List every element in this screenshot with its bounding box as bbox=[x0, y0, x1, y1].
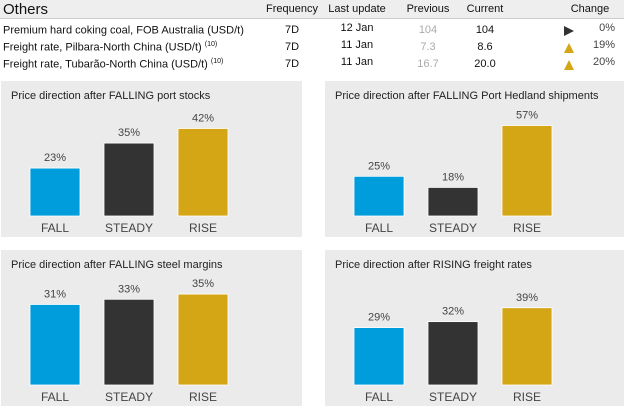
chart-title: Price direction after FALLING port stock… bbox=[11, 90, 211, 102]
category-label: RISE bbox=[513, 390, 541, 404]
row-frequency: 7D bbox=[284, 58, 300, 70]
data-label: 42% bbox=[192, 113, 214, 125]
row-name-text: Premium hard coking coal, FOB Australia … bbox=[3, 24, 244, 37]
category-label: FALL bbox=[41, 221, 69, 235]
row-note: (10) bbox=[210, 58, 224, 65]
bar-steady bbox=[427, 321, 479, 386]
row-change: 20% bbox=[592, 56, 615, 68]
data-label: 39% bbox=[516, 292, 538, 304]
header-last-update: Last update bbox=[328, 3, 386, 15]
row-current: 20.0 bbox=[474, 58, 496, 70]
row-change: 19% bbox=[592, 39, 615, 51]
bar-steady bbox=[103, 298, 155, 386]
row-note: (10) bbox=[204, 41, 218, 48]
row-name: Freight rate, Tubarão-North China (USD/t… bbox=[3, 58, 223, 71]
bar-chart: 23% FALL 35% STEADY 42% RISE bbox=[29, 113, 229, 235]
category-label: RISE bbox=[189, 390, 217, 404]
header-previous: Previous bbox=[406, 3, 450, 15]
row-name: Freight rate, Pilbara-North China (USD/t… bbox=[3, 41, 217, 54]
header-frequency: Frequency bbox=[266, 3, 318, 15]
category-label: STEADY bbox=[429, 221, 477, 235]
category-label: FALL bbox=[365, 221, 393, 235]
category-label: STEADY bbox=[105, 221, 153, 235]
row-previous: 7.3 bbox=[420, 41, 436, 53]
row-name-text: Freight rate, Tubarão-North China (USD/t… bbox=[3, 58, 208, 71]
row-change: 0% bbox=[599, 22, 615, 34]
row-current: 8.6 bbox=[477, 41, 493, 53]
bar-fall bbox=[29, 167, 81, 217]
row-last-update: 11 Jan bbox=[340, 56, 374, 68]
data-label: 18% bbox=[442, 171, 464, 183]
triangle-up-icon bbox=[564, 60, 574, 70]
table-header: Others Frequency Last update Previous Cu… bbox=[0, 0, 624, 19]
data-label: 32% bbox=[442, 306, 464, 318]
row-last-update: 12 Jan bbox=[340, 22, 374, 34]
data-label: 23% bbox=[44, 152, 66, 164]
table-row: Freight rate, Pilbara-North China (USD/t… bbox=[0, 39, 624, 56]
triangle-right-icon bbox=[564, 26, 574, 36]
data-label: 35% bbox=[118, 127, 140, 139]
data-label: 35% bbox=[192, 278, 214, 290]
chart-title: Price direction after FALLING steel marg… bbox=[11, 259, 223, 271]
category-label: STEADY bbox=[105, 390, 153, 404]
row-frequency: 7D bbox=[284, 41, 300, 53]
chart-panel: 25% FALL 18% STEADY 57% RISE Price direction a… bbox=[325, 81, 624, 237]
chart-title: Price direction after FALLING Port Hedla… bbox=[335, 90, 599, 102]
header-change: Change bbox=[570, 3, 610, 15]
data-label: 29% bbox=[368, 312, 390, 324]
row-current: 104 bbox=[475, 24, 495, 36]
chart-title: Price direction after RISING freight rat… bbox=[335, 259, 532, 271]
row-last-update: 11 Jan bbox=[340, 39, 374, 51]
bar-fall bbox=[353, 175, 405, 217]
bar-fall bbox=[353, 327, 405, 386]
row-frequency: 7D bbox=[284, 24, 300, 36]
bar-steady bbox=[427, 187, 479, 217]
table-title: Others bbox=[3, 1, 49, 18]
bar-rise bbox=[177, 293, 229, 386]
category-label: RISE bbox=[513, 221, 541, 235]
row-name-text: Freight rate, Pilbara-North China (USD/t… bbox=[3, 41, 202, 54]
bar-fall bbox=[29, 304, 81, 386]
header-current: Current bbox=[466, 3, 504, 15]
row-previous: 104 bbox=[418, 24, 438, 36]
bar-steady bbox=[103, 142, 155, 217]
category-label: RISE bbox=[189, 221, 217, 235]
data-label: 33% bbox=[118, 283, 140, 295]
bar-rise bbox=[177, 128, 229, 217]
chart-panel: 29% FALL 32% STEADY 39% RISE Price direction a… bbox=[325, 250, 624, 406]
bar-chart: 31% FALL 33% STEADY 35% RISE bbox=[29, 278, 229, 404]
row-previous: 16.7 bbox=[417, 58, 439, 70]
row-name: Premium hard coking coal, FOB Australia … bbox=[3, 24, 244, 37]
bar-chart: 25% FALL 18% STEADY 57% RISE bbox=[353, 110, 553, 235]
bar-chart: 29% FALL 32% STEADY 39% RISE bbox=[353, 292, 553, 404]
data-label: 31% bbox=[44, 288, 66, 300]
data-label: 57% bbox=[516, 110, 538, 122]
bar-rise bbox=[501, 307, 553, 386]
data-label: 25% bbox=[368, 160, 390, 172]
category-label: FALL bbox=[365, 390, 393, 404]
table-row: Freight rate, Tubarão-North China (USD/t… bbox=[0, 56, 624, 73]
table-row: Premium hard coking coal, FOB Australia … bbox=[0, 22, 624, 39]
triangle-up-icon bbox=[564, 43, 574, 53]
category-label: STEADY bbox=[429, 390, 477, 404]
chart-panel: 31% FALL 33% STEADY 35% RISE Price direction a… bbox=[1, 250, 302, 406]
category-label: FALL bbox=[41, 390, 69, 404]
bar-rise bbox=[501, 125, 553, 217]
chart-panel: 23% FALL 35% STEADY 42% RISE Price direction a… bbox=[1, 81, 302, 237]
